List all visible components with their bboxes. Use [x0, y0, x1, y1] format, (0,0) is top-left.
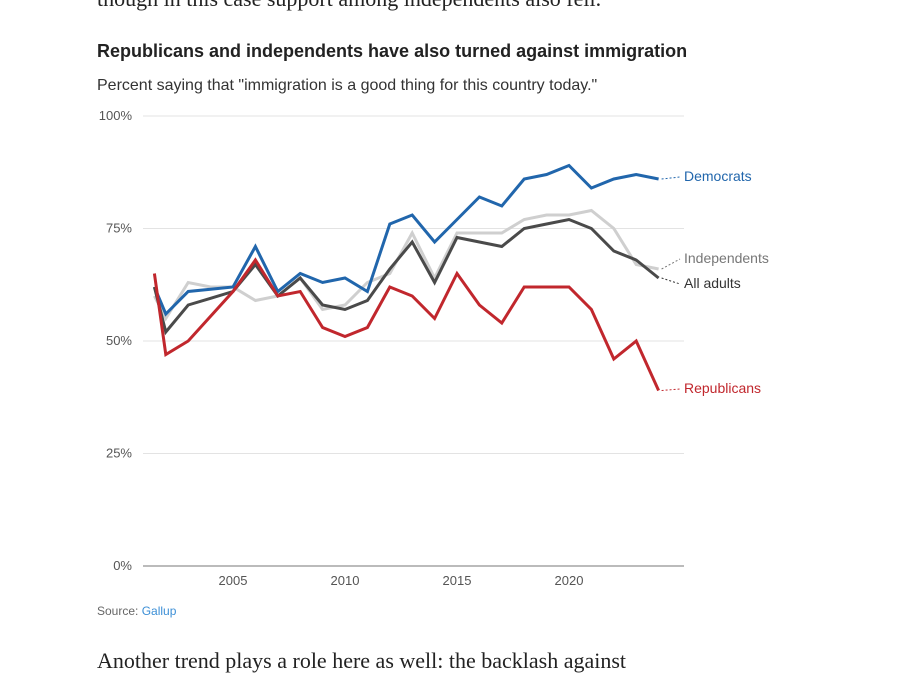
x-tick-label: 2020: [555, 573, 584, 588]
series-line-democrats: [153, 163, 659, 317]
series-label-leader: [661, 388, 681, 391]
x-tick-label: 2005: [219, 573, 248, 588]
series-label-democrats: Democrats: [684, 168, 752, 184]
chart-title: Republicans and independents have also t…: [97, 41, 688, 61]
source-link-gallup[interactable]: Gallup: [141, 604, 177, 618]
x-tick-label: 2010: [331, 573, 360, 588]
x-tick-label: 2015: [443, 573, 472, 588]
y-tick-label: 25%: [106, 446, 132, 461]
series-label-leader: [661, 176, 681, 180]
gridlines: [143, 115, 684, 567]
series-label-leader: [661, 277, 681, 285]
article-text-below: Another trend plays a role here as well:…: [97, 648, 627, 673]
series-labels: Independents Democrats All adults Republica…: [661, 168, 769, 396]
y-tick-label: 75%: [106, 221, 132, 236]
y-axis-tick-labels: 0% 25% 50% 75% 100%: [99, 108, 133, 573]
series-label-leader: [661, 258, 681, 270]
source-note: Source: Gallup: [97, 604, 176, 618]
series-label-all-adults: All adults: [684, 275, 741, 291]
series-lines: [152, 163, 660, 392]
series-label-republicans: Republicans: [684, 380, 761, 396]
series-line-republicans: [152, 257, 660, 392]
series-line-all-adults: [152, 217, 660, 336]
series-label-independents: Independents: [684, 250, 769, 266]
x-axis-tick-labels: 2005 2010 2015 2020: [219, 573, 584, 588]
y-tick-label: 50%: [106, 333, 132, 348]
y-tick-label: 100%: [99, 108, 133, 123]
source-label: Source:: [97, 604, 139, 618]
y-tick-label: 0%: [113, 558, 132, 573]
chart-subtitle: Percent saying that "immigration is a go…: [97, 77, 598, 94]
article-text-above: though in this case support among indepe…: [97, 0, 601, 12]
